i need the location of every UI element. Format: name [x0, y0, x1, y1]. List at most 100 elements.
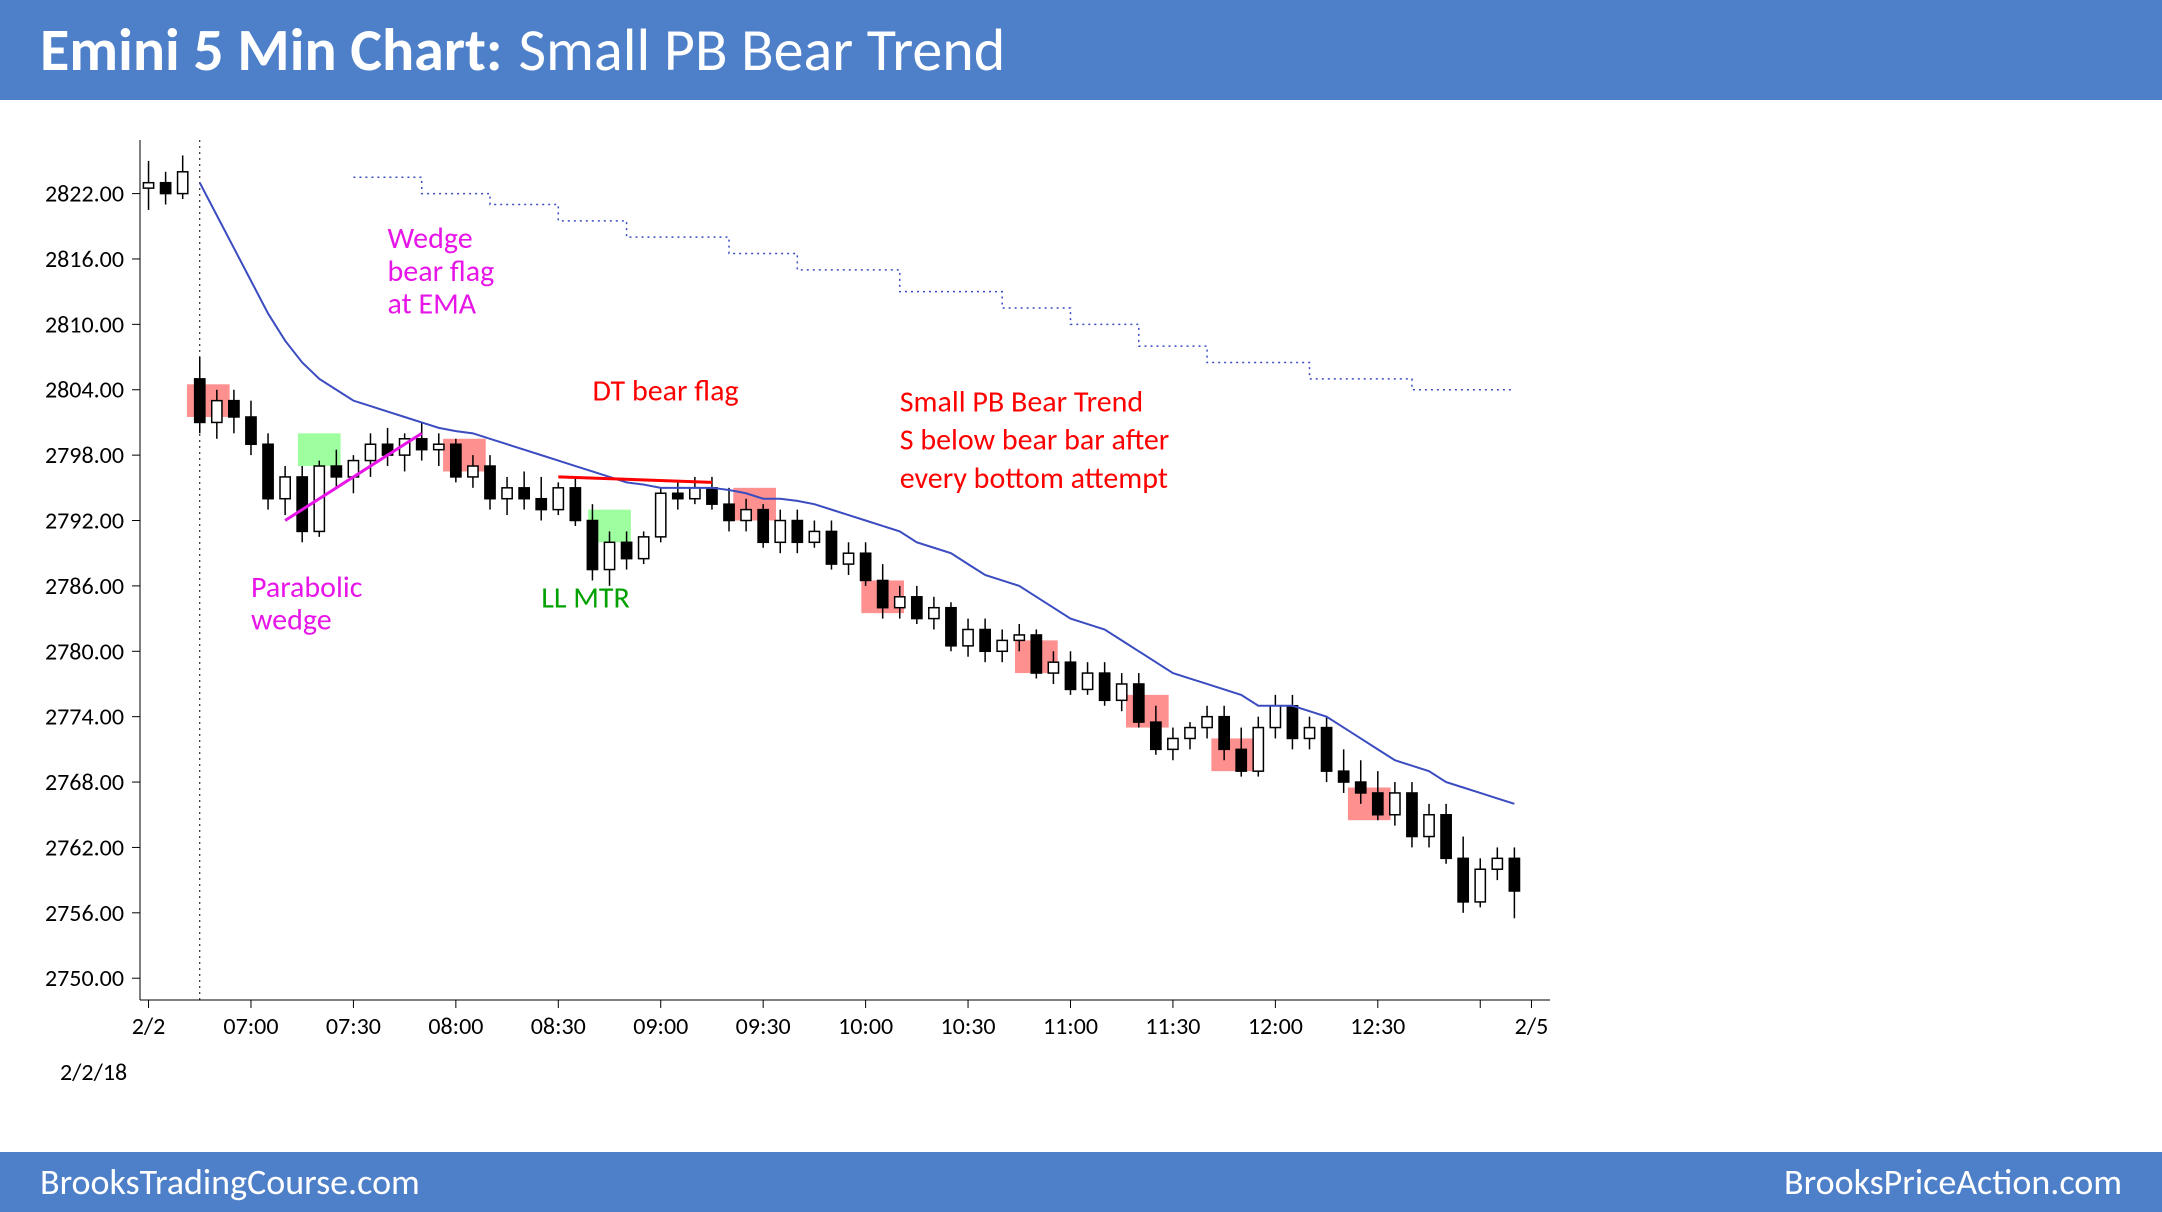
- chart-annotation: Wedge: [388, 220, 473, 257]
- y-tick-label: 2804.00: [45, 376, 124, 405]
- candle: [1048, 662, 1058, 673]
- candle: [195, 379, 205, 423]
- candle: [912, 597, 922, 619]
- candle: [553, 488, 563, 510]
- candle: [178, 172, 188, 194]
- chart-annotation: bear flag: [388, 253, 495, 290]
- candle: [365, 444, 375, 460]
- candle: [1253, 728, 1263, 772]
- candle: [980, 629, 990, 651]
- candle: [673, 493, 683, 498]
- x-tick-label: 08:00: [428, 1012, 483, 1041]
- y-tick-label: 2756.00: [45, 899, 124, 928]
- candle: [1287, 706, 1297, 739]
- x-tick-label: 07:00: [223, 1012, 278, 1041]
- header-bar: Emini 5 Min Chart: Small PB Bear Trend: [0, 0, 2162, 100]
- candlestick-chart-svg: 2750.002756.002762.002768.002774.002780.…: [0, 100, 2162, 1152]
- chart-annotation: wedge: [251, 601, 332, 638]
- chart-annotation: LL MTR: [541, 580, 630, 617]
- candle: [160, 183, 170, 194]
- candle: [1390, 793, 1400, 815]
- candle: [331, 466, 341, 477]
- candle: [1065, 662, 1075, 689]
- header-title-light: Small PB Bear Trend: [518, 14, 1005, 87]
- candle: [963, 629, 973, 645]
- signal-box-red: [1348, 788, 1391, 821]
- candle: [895, 597, 905, 608]
- candle: [1475, 869, 1485, 902]
- candle: [997, 640, 1007, 651]
- x-tick-label: 12:30: [1350, 1012, 1405, 1041]
- candle: [212, 401, 222, 423]
- x-tick-label: 2/2: [132, 1012, 166, 1041]
- y-tick-label: 2762.00: [45, 833, 124, 862]
- candle: [1458, 858, 1468, 902]
- chart-annotation: every bottom attempt: [900, 460, 1168, 497]
- candle: [1014, 635, 1024, 640]
- chart-annotation: Small PB Bear Trend: [900, 384, 1143, 421]
- y-tick-label: 2780.00: [45, 637, 124, 666]
- footer-right-text: BrooksPriceAction.com: [1784, 1160, 2122, 1204]
- x-tick-label: 10:30: [941, 1012, 996, 1041]
- candle: [1492, 858, 1502, 869]
- candle: [707, 488, 717, 504]
- candle: [1270, 706, 1280, 728]
- candle: [775, 521, 785, 543]
- x-tick-label: 2/5: [1515, 1012, 1549, 1041]
- candle: [1356, 782, 1366, 793]
- candle: [724, 504, 734, 520]
- candle: [878, 580, 888, 607]
- trend-line: [558, 477, 712, 482]
- candle: [451, 444, 461, 477]
- x-tick-label: 11:00: [1043, 1012, 1098, 1041]
- x-tick-label: 09:00: [633, 1012, 688, 1041]
- candle: [1100, 673, 1110, 700]
- footer-bar: BrooksTradingCourse.com BrooksPriceActio…: [0, 1152, 2162, 1212]
- candle: [1117, 684, 1127, 700]
- candle: [621, 542, 631, 558]
- chart-annotation: at EMA: [388, 285, 477, 322]
- candle: [758, 510, 768, 543]
- candle: [860, 553, 870, 580]
- x-tick-label: 10:00: [838, 1012, 893, 1041]
- chart-annotation: DT bear flag: [592, 373, 738, 410]
- candle: [1509, 858, 1519, 891]
- candle: [570, 488, 580, 521]
- candle: [519, 488, 529, 499]
- chart-annotation: Parabolic: [251, 569, 363, 606]
- candle: [604, 542, 614, 569]
- candle: [297, 477, 307, 531]
- candle: [246, 417, 256, 444]
- x-tick-label: 07:30: [326, 1012, 381, 1041]
- x-tick-label: 09:30: [736, 1012, 791, 1041]
- signal-box-red: [187, 384, 230, 417]
- candle: [1031, 635, 1041, 673]
- candle: [929, 608, 939, 619]
- candle: [1339, 771, 1349, 782]
- dotted-staircase-line: [353, 177, 1514, 390]
- y-tick-label: 2792.00: [45, 507, 124, 536]
- candle: [639, 537, 649, 559]
- candle: [1321, 728, 1331, 772]
- signal-box-red: [443, 439, 486, 472]
- y-tick-label: 2768.00: [45, 768, 124, 797]
- y-tick-label: 2822.00: [45, 180, 124, 209]
- candle: [536, 499, 546, 510]
- candle: [417, 439, 427, 450]
- candle: [143, 183, 153, 188]
- candle: [263, 444, 273, 498]
- candle: [1185, 728, 1195, 739]
- signal-box-red: [1126, 695, 1169, 728]
- candle: [1151, 722, 1161, 749]
- y-tick-label: 2798.00: [45, 441, 124, 470]
- candle: [1424, 815, 1434, 837]
- candle: [485, 466, 495, 499]
- candle: [809, 531, 819, 542]
- chart-area: 2750.002756.002762.002768.002774.002780.…: [0, 100, 2162, 1152]
- candle: [1202, 717, 1212, 728]
- candle: [1168, 738, 1178, 749]
- signal-box-red: [1211, 738, 1254, 771]
- candle: [690, 488, 700, 499]
- candle: [1219, 717, 1229, 750]
- y-tick-label: 2750.00: [45, 964, 124, 993]
